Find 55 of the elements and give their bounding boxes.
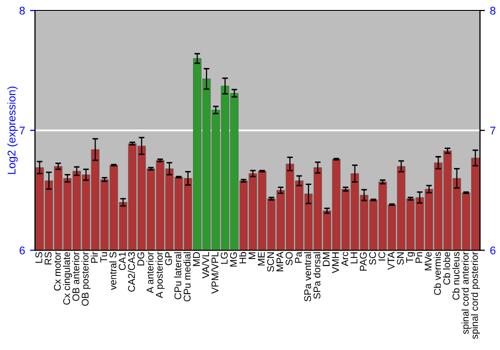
y-tick-label: 8 bbox=[20, 6, 25, 15]
y-axis-title: Log2 (expression) bbox=[7, 86, 18, 174]
x-tick-label: VPM/VPL bbox=[211, 252, 218, 294]
x-tick-label: CA1 bbox=[118, 252, 126, 270]
x-tick-label: SC bbox=[369, 252, 376, 265]
x-tick-label: MG bbox=[230, 252, 237, 266]
x-tick-label: VMH bbox=[332, 252, 339, 274]
x-tick-label: RS bbox=[44, 252, 52, 264]
x-tick-label: MPA bbox=[276, 252, 284, 272]
x-tick-label: DG bbox=[137, 252, 144, 266]
x-tick-label: M bbox=[248, 252, 256, 259]
x-tick-label: Arc bbox=[341, 252, 348, 266]
x-tick-label: spinal cord posterior bbox=[470, 252, 480, 339]
x-tick-label: Cb vermis bbox=[434, 252, 441, 295]
x-tick-label: IC bbox=[378, 252, 386, 260]
x-tick-label: VTA bbox=[388, 252, 394, 270]
y-tick-label: 7 bbox=[20, 126, 25, 134]
y2-tick-label: 8 bbox=[490, 6, 496, 15]
x-tick-label: Hb bbox=[239, 252, 246, 264]
x-tick-label: Pir bbox=[90, 252, 98, 263]
x-tick-label: Cx motor bbox=[54, 252, 61, 291]
x-tick-label: A anterior bbox=[146, 252, 154, 294]
y2-tick-label: 7 bbox=[490, 126, 496, 134]
x-tick-label: ventral S bbox=[109, 252, 116, 290]
x-tick-label: VA/VL bbox=[202, 252, 210, 278]
x-tick-label: SCN bbox=[267, 252, 274, 272]
x-tick-label: SN bbox=[396, 252, 404, 265]
x-tick-label: Pn bbox=[416, 252, 422, 263]
x-tick-label: Cb lobe bbox=[443, 252, 450, 285]
x-tick-label: A posterior bbox=[156, 252, 165, 298]
x-tick-label: CPu medial bbox=[183, 252, 191, 302]
x-tick-label: MD bbox=[193, 252, 200, 266]
x-tick-label: SPa ventral bbox=[304, 252, 312, 302]
x-tick-label: OB anterior bbox=[72, 252, 80, 301]
x-tick-label: Pa bbox=[295, 252, 302, 263]
x-tick-label: Tu bbox=[100, 252, 108, 262]
x-tick-label: PAG bbox=[360, 252, 367, 271]
x-tick-label: GP bbox=[165, 252, 172, 266]
x-tick-label: LH bbox=[350, 252, 358, 264]
x-tick-label: Cb nucleus bbox=[452, 252, 460, 300]
x-tick-label: LS bbox=[35, 252, 42, 263]
x-tick-label: SPa dorsal bbox=[313, 252, 320, 299]
x-tick-label: Tg bbox=[406, 252, 415, 263]
x-tick-label: Cx cingulate bbox=[62, 252, 72, 305]
y-tick-label: 6 bbox=[20, 246, 25, 254]
y2-tick-label: 6 bbox=[490, 246, 496, 254]
x-tick-label: OB posterior bbox=[81, 252, 91, 306]
x-tick-label: CA2/CA3 bbox=[128, 252, 135, 292]
x-tick-label: CPu lateral bbox=[174, 252, 182, 300]
x-tick-label: LG bbox=[220, 252, 228, 264]
x-tick-label: SO bbox=[286, 252, 293, 266]
x-tick-label: DM bbox=[322, 252, 330, 266]
x-tick-label: ME bbox=[258, 252, 265, 266]
x-tick-label: MVe bbox=[424, 252, 432, 270]
x-tick-label: spinal cord anterior bbox=[462, 252, 471, 334]
